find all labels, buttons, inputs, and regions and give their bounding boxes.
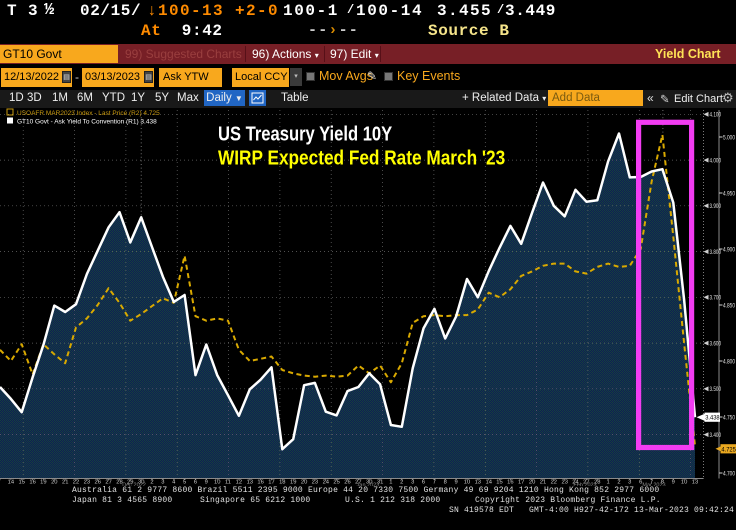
svg-text:13: 13 — [692, 480, 698, 486]
svg-text:10: 10 — [681, 480, 687, 486]
svg-text:10: 10 — [464, 480, 470, 486]
svg-text:19: 19 — [290, 480, 296, 486]
svg-text:28: 28 — [594, 480, 600, 486]
svg-text:12: 12 — [236, 480, 242, 486]
svg-text:8: 8 — [444, 480, 447, 486]
svg-text:3.400: 3.400 — [710, 432, 722, 439]
svg-text:3.438: 3.438 — [705, 415, 720, 422]
svg-text:1: 1 — [389, 480, 392, 486]
svg-text:US Treasury Yield 10Y: US Treasury Yield 10Y — [218, 122, 392, 145]
svg-text:16: 16 — [29, 480, 35, 486]
svg-text:21: 21 — [540, 480, 546, 486]
svg-text:26: 26 — [344, 480, 350, 486]
svg-text:GT10 Govt - Ask Yield To Conve: GT10 Govt - Ask Yield To Convention (R1)… — [17, 119, 157, 126]
svg-text:2: 2 — [150, 480, 153, 486]
svg-text:27: 27 — [105, 480, 111, 486]
svg-text:4.800: 4.800 — [723, 358, 735, 365]
svg-text:27: 27 — [583, 480, 589, 486]
svg-text:USOAFR MAR2023 Index - Last Pr: USOAFR MAR2023 Index - Last Price (R2) 4… — [17, 110, 160, 117]
svg-text:10: 10 — [214, 480, 220, 486]
svg-text:1: 1 — [606, 480, 609, 486]
svg-text:5.000: 5.000 — [723, 134, 735, 141]
svg-text:7: 7 — [433, 480, 436, 486]
svg-text:6: 6 — [422, 480, 425, 486]
svg-text:18: 18 — [279, 480, 285, 486]
svg-text:28: 28 — [116, 480, 122, 486]
svg-text:4.000: 4.000 — [710, 158, 722, 165]
svg-text:5: 5 — [183, 480, 186, 486]
svg-text:14: 14 — [485, 480, 492, 486]
svg-text:4.700: 4.700 — [723, 470, 735, 477]
svg-text:15: 15 — [496, 480, 502, 486]
svg-text:WIRP Expected Fed Rate March ': WIRP Expected Fed Rate March '23 — [218, 146, 505, 168]
svg-text:2: 2 — [617, 480, 620, 486]
svg-text:Feb 2023: Feb 2023 — [573, 482, 596, 486]
svg-text:4.100: 4.100 — [710, 112, 722, 119]
svg-text:3: 3 — [411, 480, 414, 486]
svg-text:16: 16 — [507, 480, 513, 486]
svg-text:17: 17 — [518, 480, 524, 486]
svg-text:31: 31 — [377, 480, 383, 486]
svg-text:2: 2 — [400, 480, 403, 486]
svg-text:13: 13 — [475, 480, 481, 486]
svg-text:4.750: 4.750 — [723, 414, 735, 421]
svg-text:20: 20 — [529, 480, 535, 486]
svg-text:27: 27 — [355, 480, 361, 486]
svg-text:23: 23 — [312, 480, 318, 486]
svg-text:9: 9 — [454, 480, 457, 486]
svg-text:24: 24 — [323, 480, 330, 486]
svg-text:Jan 2023: Jan 2023 — [357, 482, 380, 486]
svg-text:26: 26 — [94, 480, 100, 486]
svg-text:22: 22 — [551, 480, 557, 486]
svg-text:7: 7 — [650, 480, 653, 486]
svg-text:3.800: 3.800 — [710, 249, 722, 256]
svg-text:11: 11 — [225, 480, 231, 486]
svg-text:4.725: 4.725 — [721, 446, 736, 453]
svg-text:30: 30 — [138, 480, 144, 486]
svg-text:23: 23 — [561, 480, 567, 486]
svg-text:Dec 2022: Dec 2022 — [122, 482, 146, 486]
svg-text:3: 3 — [161, 480, 164, 486]
svg-text:9: 9 — [205, 480, 208, 486]
svg-text:9: 9 — [672, 480, 675, 486]
svg-text:29: 29 — [127, 480, 133, 486]
svg-text:20: 20 — [51, 480, 57, 486]
svg-text:6: 6 — [194, 480, 197, 486]
svg-text:13: 13 — [247, 480, 253, 486]
svg-text:3: 3 — [628, 480, 631, 486]
svg-text:17: 17 — [268, 480, 274, 486]
svg-text:16: 16 — [257, 480, 263, 486]
svg-text:3.700: 3.700 — [710, 295, 722, 302]
svg-text:23: 23 — [84, 480, 90, 486]
svg-text:4.850: 4.850 — [723, 302, 735, 309]
svg-text:19: 19 — [40, 480, 46, 486]
svg-text:4.900: 4.900 — [723, 246, 735, 253]
svg-text:4: 4 — [172, 480, 176, 486]
svg-text:21: 21 — [62, 480, 68, 486]
svg-text:24: 24 — [572, 480, 579, 486]
svg-text:4.950: 4.950 — [723, 190, 735, 197]
svg-text:8: 8 — [661, 480, 664, 486]
svg-text:6: 6 — [639, 480, 642, 486]
svg-text:3.600: 3.600 — [710, 341, 722, 348]
svg-text:3.900: 3.900 — [710, 203, 722, 210]
svg-text:25: 25 — [333, 480, 339, 486]
svg-text:30: 30 — [366, 480, 372, 486]
svg-text:22: 22 — [73, 480, 79, 486]
svg-text:20: 20 — [301, 480, 307, 486]
svg-text:14: 14 — [8, 480, 15, 486]
svg-text:Mar 2023: Mar 2023 — [642, 482, 665, 486]
svg-text:15: 15 — [18, 480, 24, 486]
svg-text:3.500: 3.500 — [710, 386, 722, 393]
